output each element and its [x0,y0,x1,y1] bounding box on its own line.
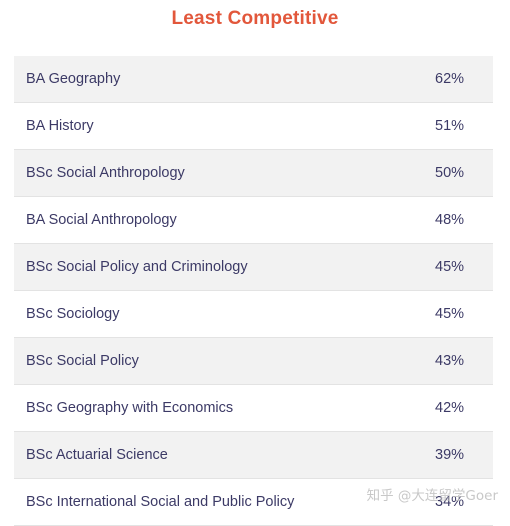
program-name: BSc Sociology [26,306,120,322]
offer-rate: 45% [435,306,465,322]
watermark-text: 知乎 @大连留学Goer [366,488,498,504]
table-row: BSc Actuarial Science 39% [14,432,493,479]
offer-rate: 62% [435,71,465,87]
competitiveness-table: BA Geography 62% BA History 51% BSc Soci… [14,56,493,526]
table-row: BA Geography 62% [14,56,493,103]
offer-rate: 42% [435,400,465,416]
program-name: BA Social Anthropology [26,212,177,228]
table-row: BSc Sociology 45% [14,291,493,338]
offer-rate: 48% [435,212,465,228]
offer-rate: 50% [435,165,465,181]
offer-rate: 51% [435,118,465,134]
program-name: BSc Social Policy and Criminology [26,259,248,275]
program-name: BA History [26,118,94,134]
program-name: BSc Actuarial Science [26,447,168,463]
program-name: BSc International Social and Public Poli… [26,494,295,510]
offer-rate: 43% [435,353,465,369]
program-name: BA Geography [26,71,121,87]
program-name: BSc Social Anthropology [26,165,185,181]
offer-rate: 39% [435,447,465,463]
table-row: BA Social Anthropology 48% [14,197,493,244]
table-row: BA History 51% [14,103,493,150]
program-name: BSc Social Policy [26,353,139,369]
offer-rate: 45% [435,259,465,275]
table-row: BSc Social Anthropology 50% [14,150,493,197]
table-row: BSc Geography with Economics 42% [14,385,493,432]
table-title: Least Competitive [171,8,339,29]
program-name: BSc Geography with Economics [26,400,234,416]
table-row: BSc Social Policy 43% [14,338,493,385]
table-row: BSc Social Policy and Criminology 45% [14,244,493,291]
offer-rate: 34% [435,494,465,510]
